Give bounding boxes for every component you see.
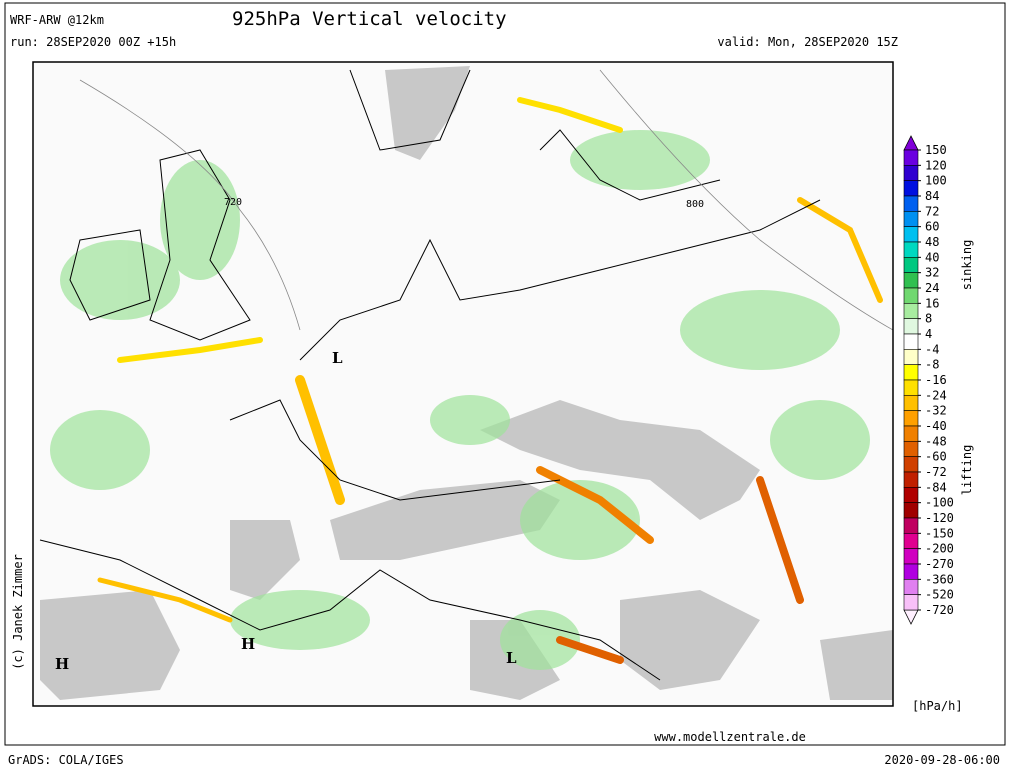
legend-swatch	[903, 471, 919, 488]
legend-level: -100	[925, 496, 954, 510]
legend-swatch	[903, 594, 919, 611]
legend-level: 84	[925, 189, 939, 203]
legend-level: 100	[925, 174, 947, 188]
legend-swatch	[903, 379, 919, 396]
legend-level: -72	[925, 465, 947, 479]
legend-swatch	[903, 149, 919, 166]
legend-level: 150	[925, 143, 947, 157]
legend-swatch	[903, 502, 919, 519]
legend-swatch	[903, 195, 919, 212]
high-marker: H	[55, 655, 69, 673]
legend-level: 4	[925, 327, 932, 341]
legend-level: 120	[925, 158, 947, 172]
legend-swatch	[903, 241, 919, 258]
low-marker: L	[332, 349, 343, 367]
legend-level: -8	[925, 358, 939, 372]
legend-level: -60	[925, 450, 947, 464]
map	[33, 62, 893, 706]
map-border	[32, 61, 894, 707]
legend-level: 8	[925, 312, 932, 326]
legend-level: 72	[925, 204, 939, 218]
legend-swatch	[903, 579, 919, 595]
legend-level: -270	[925, 557, 954, 571]
legend-level: -520	[925, 588, 954, 602]
legend-level: -360	[925, 572, 954, 586]
legend-level: -48	[925, 434, 947, 448]
contour-label: 720	[224, 197, 242, 208]
legend-swatch	[903, 333, 919, 350]
legend-swatch	[903, 226, 919, 243]
software-label: GrADS: COLA/IGES	[8, 753, 124, 767]
legend-swatch	[903, 303, 919, 319]
legend-swatch	[903, 425, 919, 442]
legend-swatch	[903, 257, 919, 273]
website: www.modellzentrale.de	[654, 730, 806, 744]
contour-label: 800	[686, 199, 704, 210]
legend-level: 16	[925, 296, 939, 310]
legend-swatch	[903, 287, 919, 304]
legend-swatch	[903, 517, 919, 534]
legend-swatch	[903, 180, 919, 197]
model-label: WRF-ARW @12km	[10, 13, 104, 27]
legend-swatch	[903, 487, 919, 503]
map-background	[33, 62, 893, 706]
legend-swatch	[903, 395, 919, 411]
legend-level: -32	[925, 404, 947, 418]
legend-level: -120	[925, 511, 954, 525]
legend-level: -84	[925, 480, 947, 494]
lifting-label: lifting	[960, 445, 974, 496]
high-marker: H	[241, 635, 255, 653]
legend-level: -16	[925, 373, 947, 387]
legend-level: 48	[925, 235, 939, 249]
legend-level: -40	[925, 419, 947, 433]
low-marker: L	[506, 649, 517, 667]
legend-swatch	[903, 272, 919, 289]
sinking-label: sinking	[960, 240, 974, 291]
legend-swatch	[903, 211, 919, 227]
legend-level: -150	[925, 526, 954, 540]
title: 925hPa Vertical velocity	[232, 8, 507, 30]
legend-level: -200	[925, 542, 954, 556]
contours	[79, 69, 893, 331]
legend-swatch	[903, 410, 919, 427]
legend-swatch	[903, 364, 919, 381]
legend-level: 32	[925, 266, 939, 280]
legend-level: 40	[925, 250, 939, 264]
legend-swatch	[903, 441, 919, 457]
legend-swatch	[903, 349, 919, 365]
legend: 150120100847260484032241684-4-8-16-24-32…	[903, 135, 954, 625]
legend-level: -4	[925, 342, 939, 356]
legend-level: 60	[925, 220, 939, 234]
legend-swatch	[903, 533, 919, 549]
legend-swatch	[903, 318, 919, 335]
unit-label: [hPa/h]	[912, 699, 963, 713]
legend-swatch	[903, 563, 919, 580]
timestamp: 2020-09-28-06:00	[884, 753, 1000, 767]
run-label: run: 28SEP2020 00Z +15h	[10, 35, 176, 49]
legend-level: 24	[925, 281, 939, 295]
legend-level: -720	[925, 603, 954, 617]
valid-label: valid: Mon, 28SEP2020 15Z	[717, 35, 898, 49]
coastlines	[39, 69, 821, 681]
sinking-areas	[50, 130, 870, 670]
legend-swatch	[903, 165, 919, 181]
legend-swatch	[903, 456, 919, 473]
credit: (c) Janek Zimmer	[11, 554, 25, 670]
legend-swatch	[903, 548, 919, 565]
legend-level: -24	[925, 388, 947, 402]
